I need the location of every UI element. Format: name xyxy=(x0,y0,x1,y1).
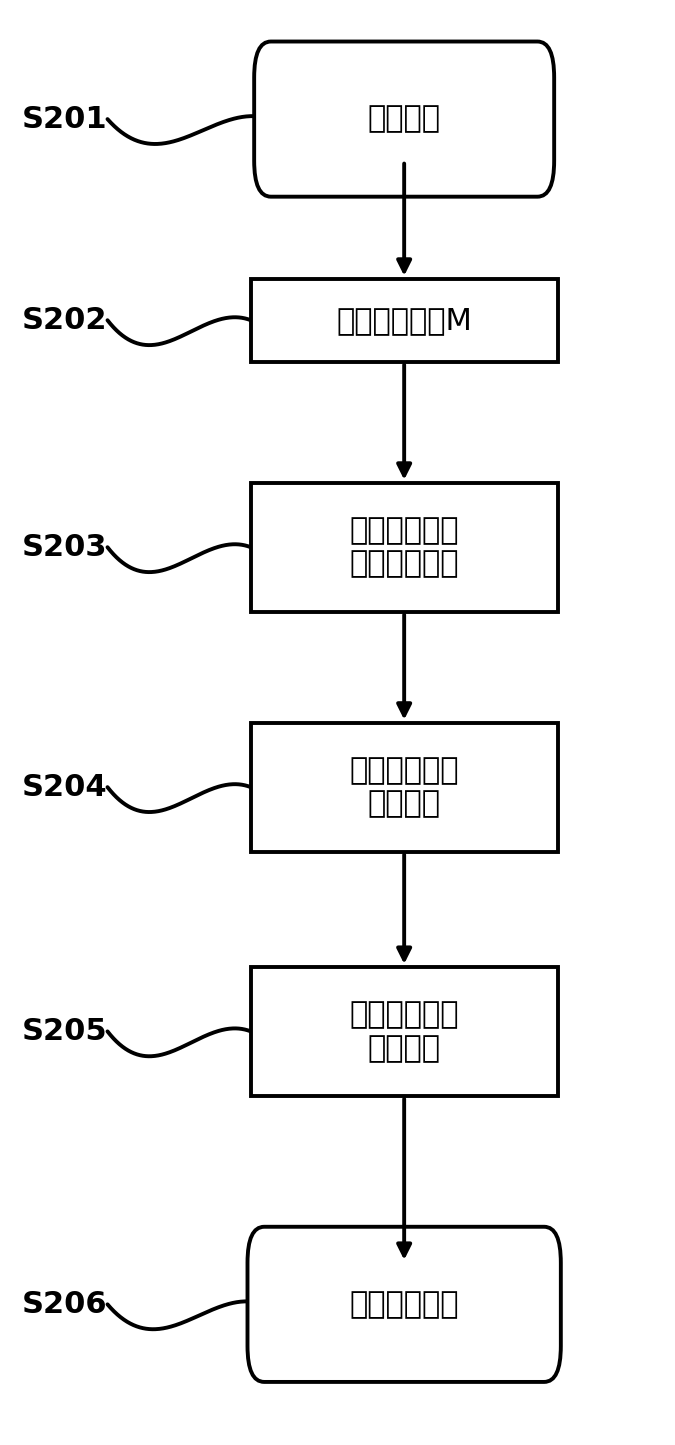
FancyBboxPatch shape xyxy=(251,279,558,361)
Text: 统计数据的最
大值和最小值: 统计数据的最 大值和最小值 xyxy=(350,516,459,578)
FancyBboxPatch shape xyxy=(254,42,554,197)
Text: S206: S206 xyxy=(22,1290,107,1319)
Text: 处理开始: 处理开始 xyxy=(368,104,441,133)
Text: S205: S205 xyxy=(22,1017,107,1046)
Text: S202: S202 xyxy=(22,306,107,335)
Text: S201: S201 xyxy=(22,104,107,133)
Text: 统计各分组内
数据个数: 统计各分组内 数据个数 xyxy=(350,1000,459,1062)
FancyBboxPatch shape xyxy=(251,483,558,611)
Text: S203: S203 xyxy=(22,533,107,562)
FancyBboxPatch shape xyxy=(248,1227,561,1381)
FancyBboxPatch shape xyxy=(251,722,558,851)
FancyBboxPatch shape xyxy=(251,967,558,1097)
Text: S204: S204 xyxy=(22,773,107,802)
Text: 固定分组个数M: 固定分组个数M xyxy=(336,306,472,335)
Text: 计算每个分组
边界条件: 计算每个分组 边界条件 xyxy=(350,756,459,818)
Text: 返回分组结果: 返回分组结果 xyxy=(350,1290,459,1319)
